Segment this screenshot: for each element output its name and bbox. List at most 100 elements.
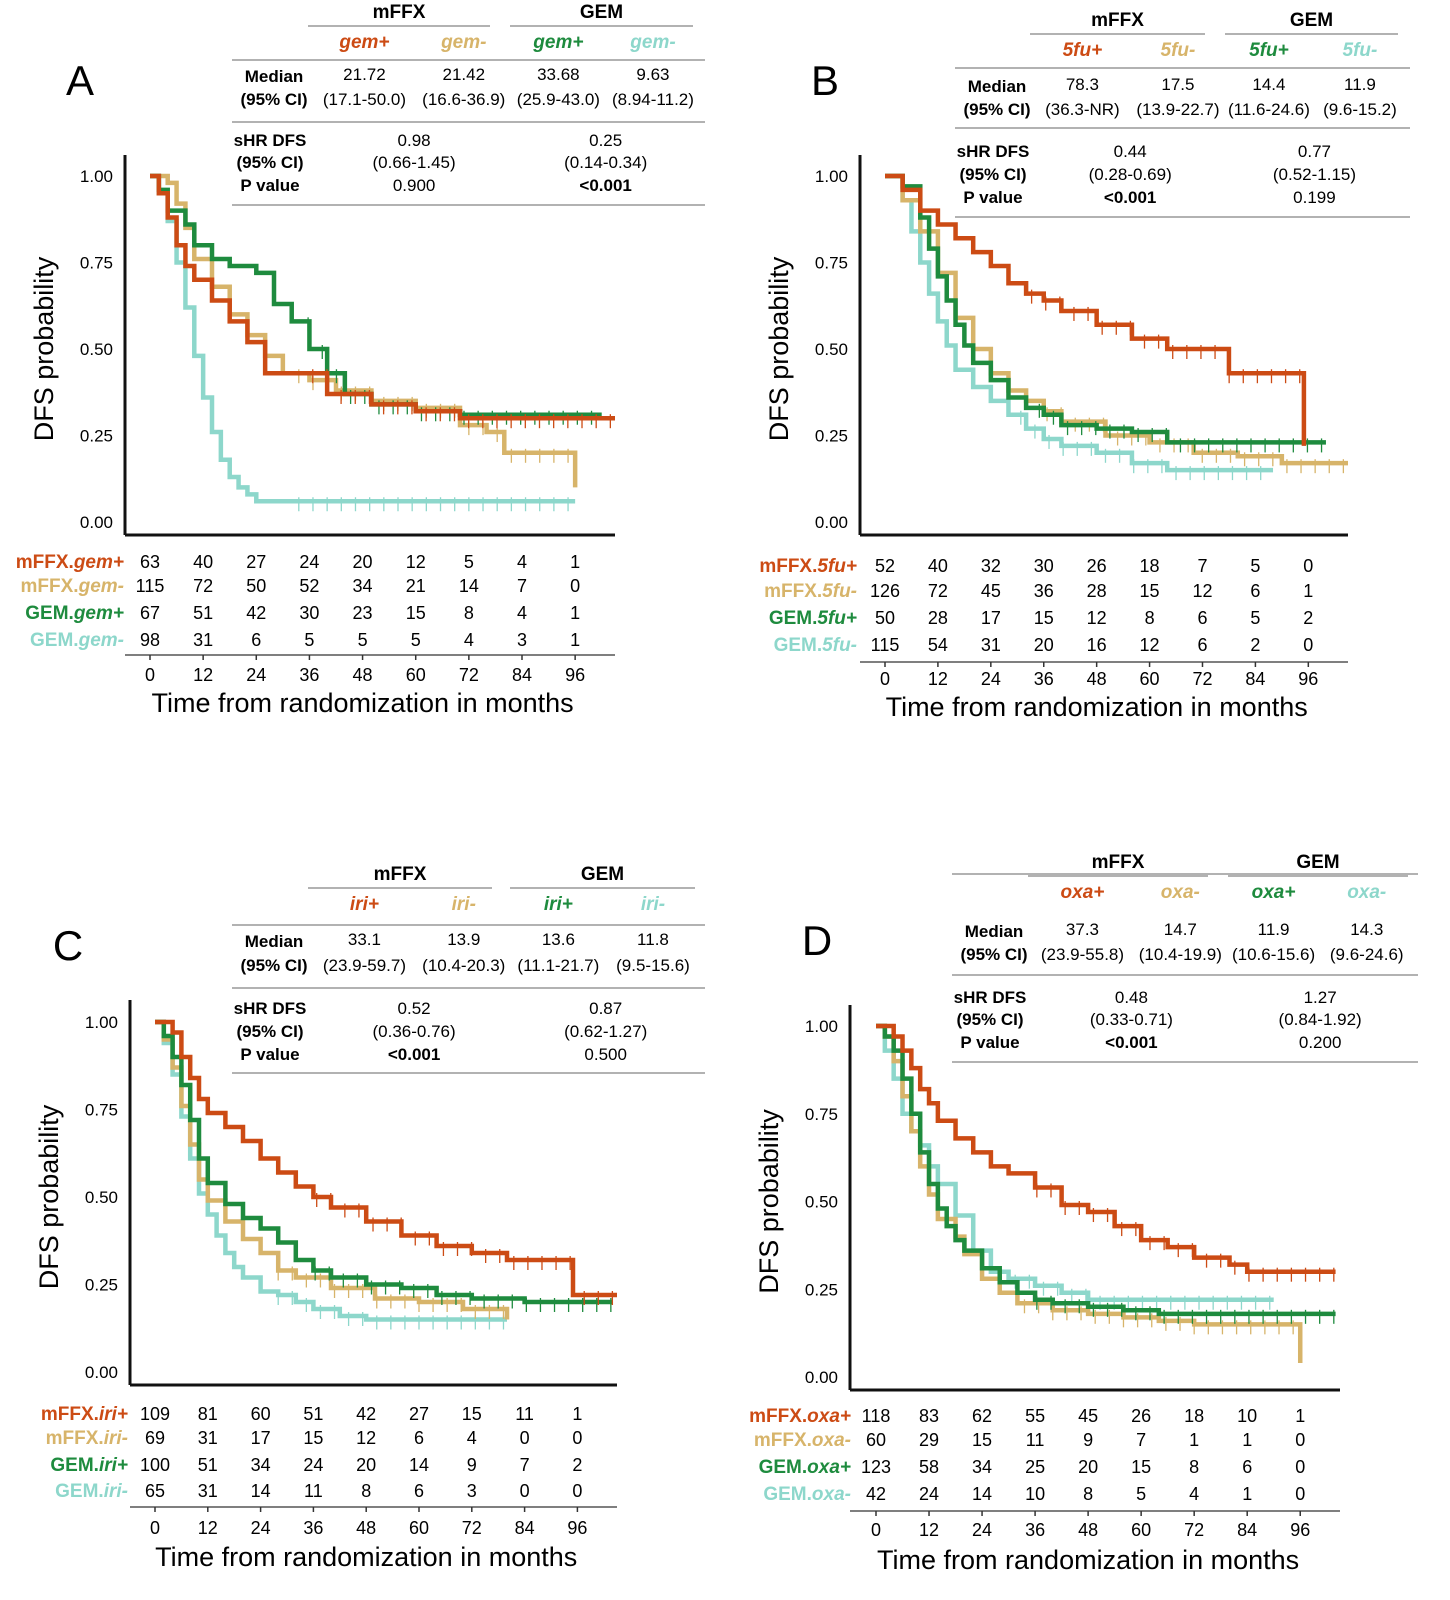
p-value: 0.199 (1293, 188, 1336, 207)
p-label: P value (240, 1045, 299, 1064)
risk-count: 54 (928, 635, 948, 655)
risk-count: 9 (467, 1455, 477, 1475)
hr-ci-value: (0.84-1.92) (1279, 1010, 1362, 1029)
risk-label-subgroup: 5fu- (822, 635, 857, 656)
x-tick-label: 48 (356, 1518, 376, 1538)
hr-value: 0.25 (589, 131, 622, 150)
table-subgroup-label: gem- (629, 32, 675, 53)
y-tick-label: 0.00 (85, 1363, 118, 1382)
median-value: 33.68 (537, 65, 580, 84)
table-subgroup-label: iri+ (350, 894, 379, 915)
table-group-label: mFFX (1092, 852, 1145, 873)
risk-count: 42 (246, 603, 266, 623)
risk-count: 98 (140, 630, 160, 650)
risk-count: 115 (136, 576, 165, 596)
risk-label-group: mFFX. (41, 1404, 99, 1425)
risk-count: 21 (406, 576, 426, 596)
risk-count: 0 (1295, 1484, 1305, 1504)
x-tick-label: 0 (880, 669, 890, 689)
risk-row-label: mFFX.iri+ (41, 1404, 128, 1425)
risk-count: 7 (517, 576, 527, 596)
risk-count: 5 (1250, 556, 1260, 576)
risk-count: 2 (1303, 608, 1313, 628)
risk-count: 20 (356, 1455, 376, 1475)
p-value: 0.200 (1299, 1033, 1342, 1052)
risk-label-subgroup: 5fu+ (817, 608, 857, 629)
panel-letter: C (53, 922, 83, 969)
table-subgroup-label: 5fu- (1343, 40, 1378, 61)
risk-count: 2 (572, 1455, 582, 1475)
risk-count: 20 (1034, 635, 1054, 655)
risk-count: 67 (140, 603, 160, 623)
risk-label-group: mFFX. (16, 552, 74, 573)
risk-row-label: mFFX.gem+ (16, 552, 124, 573)
series-line (155, 1019, 507, 1322)
table-group-label: mFFX (374, 864, 427, 885)
risk-count: 58 (919, 1457, 939, 1477)
curves (885, 173, 1348, 481)
risk-count: 31 (193, 630, 213, 650)
risk-row-label: GEM.iri- (55, 1481, 128, 1502)
risk-row-label: mFFX.5fu- (764, 581, 857, 602)
risk-count: 20 (353, 552, 373, 572)
risk-label-subgroup: iri- (104, 1481, 128, 1502)
x-tick-label: 60 (406, 665, 426, 685)
curves (150, 173, 615, 512)
x-tick-label: 60 (409, 1518, 429, 1538)
series-line (150, 173, 578, 488)
risk-count: 6 (414, 1428, 424, 1448)
x-tick-label: 24 (246, 665, 266, 685)
x-tick-label: 24 (972, 1520, 992, 1540)
risk-count: 24 (303, 1455, 323, 1475)
hr-ci-label: (95% CI) (959, 165, 1026, 184)
median-ci-value: (17.1-50.0) (323, 90, 406, 109)
risk-count: 32 (981, 556, 1001, 576)
median-ci-value: (11.6-24.6) (1228, 100, 1310, 119)
median-value: 78.3 (1066, 75, 1099, 94)
risk-count: 1 (1303, 581, 1313, 601)
hr-ci-label: (95% CI) (236, 1022, 303, 1041)
median-value: 21.42 (442, 65, 485, 84)
p-value: 0.500 (584, 1045, 627, 1064)
panel-letter: A (66, 57, 94, 104)
hr-label: sHR DFS (954, 988, 1027, 1007)
risk-count: 10 (1237, 1406, 1257, 1426)
risk-row-label: GEM.5fu+ (769, 608, 857, 629)
risk-count: 42 (866, 1484, 886, 1504)
median-value: 13.6 (542, 930, 575, 949)
risk-count: 50 (875, 608, 895, 628)
p-value: <0.001 (1105, 1033, 1157, 1052)
risk-count: 15 (1140, 581, 1160, 601)
risk-count: 118 (862, 1406, 891, 1426)
table-group-label: mFFX (1091, 10, 1144, 31)
risk-count: 3 (467, 1481, 477, 1501)
risk-count: 34 (251, 1455, 271, 1475)
x-tick-label: 84 (1245, 669, 1265, 689)
x-tick-label: 0 (145, 665, 155, 685)
table-subgroup-label: oxa+ (1252, 882, 1296, 903)
median-ci-label: (95% CI) (240, 90, 307, 109)
median-value: 21.72 (343, 65, 386, 84)
risk-count: 7 (1197, 556, 1207, 576)
median-ci-value: (16.6-36.9) (422, 90, 505, 109)
risk-count: 11 (515, 1404, 534, 1424)
risk-count: 9 (1083, 1430, 1093, 1450)
risk-count: 52 (299, 576, 319, 596)
x-axis-title: Time from randomization in months (877, 1545, 1299, 1575)
risk-count: 5 (411, 630, 421, 650)
risk-count: 0 (572, 1428, 582, 1448)
x-tick-label: 84 (515, 1518, 535, 1538)
table-group-label: GEM (1296, 852, 1339, 873)
median-value: 14.3 (1350, 920, 1383, 939)
x-tick-label: 0 (871, 1520, 881, 1540)
risk-count: 63 (140, 552, 160, 572)
risk-count: 69 (145, 1428, 165, 1448)
risk-row-label: mFFX.oxa+ (749, 1406, 851, 1427)
risk-label-subgroup: gem- (78, 576, 124, 597)
median-ci-value: (25.9-43.0) (517, 90, 600, 109)
risk-count: 4 (517, 603, 527, 623)
y-axis-title: DFS probability (29, 256, 59, 441)
risk-count: 126 (870, 581, 900, 601)
curves (155, 1019, 617, 1330)
